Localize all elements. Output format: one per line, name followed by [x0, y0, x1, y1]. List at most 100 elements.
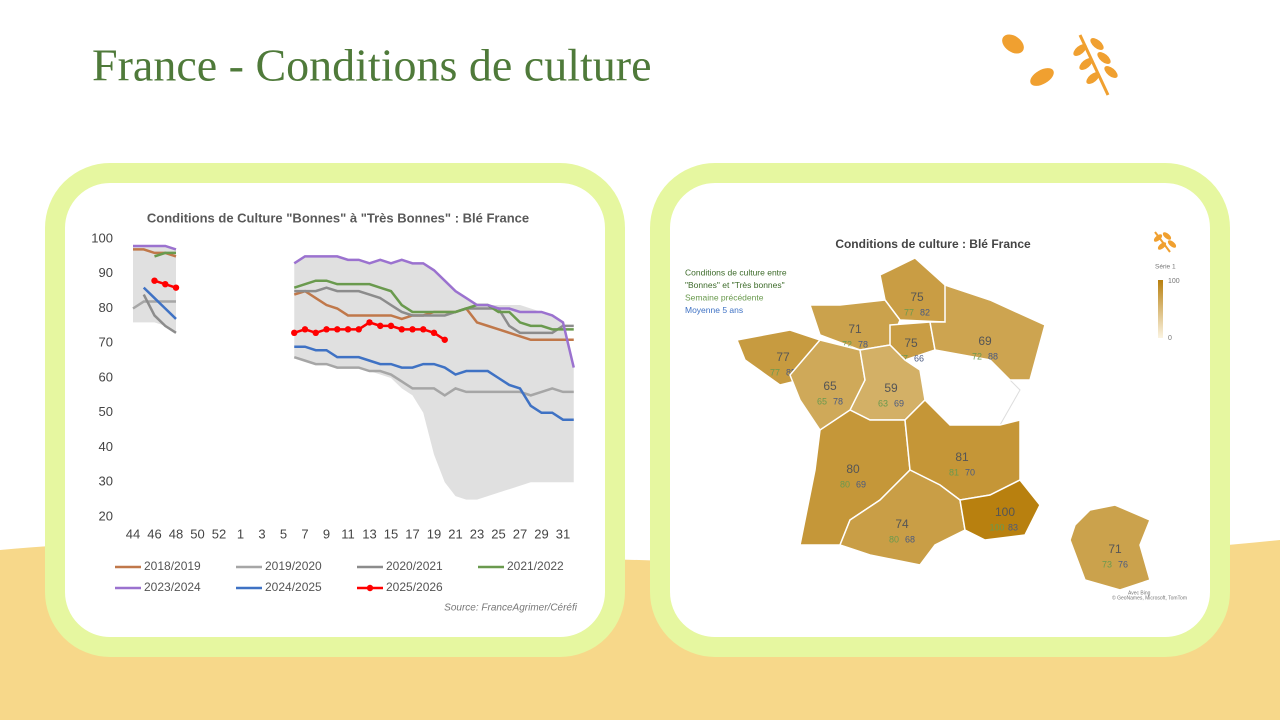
y-tick-label: 50 — [99, 404, 113, 419]
series-marker — [441, 336, 448, 343]
range-band — [133, 245, 176, 333]
y-tick-label: 100 — [91, 230, 113, 245]
region-value: 65 — [823, 379, 837, 393]
series-marker — [355, 326, 362, 333]
y-tick-label: 80 — [99, 300, 113, 315]
map-legend-line: Semaine précédente — [685, 292, 764, 302]
region-value: 77 — [776, 350, 790, 364]
region-value: 71 — [1108, 542, 1122, 556]
series-line — [154, 251, 574, 331]
series-marker — [430, 329, 438, 337]
map-region — [959, 479, 1041, 541]
series-marker — [312, 329, 319, 337]
map-copyright: © GeoNames, Microsoft, TomTom — [1112, 594, 1187, 601]
chart-source: Source: FranceAgrimer/Céréfi — [444, 603, 578, 614]
y-tick-label: 40 — [99, 439, 113, 454]
x-tick-label: 19 — [427, 526, 441, 541]
region-previous: 73 — [1102, 559, 1112, 569]
x-tick-label: 27 — [513, 526, 527, 541]
region-value: 75 — [904, 336, 918, 350]
y-tick-label: 30 — [99, 474, 113, 489]
region-average: 78 — [833, 396, 843, 406]
map-region — [889, 321, 936, 361]
region-value: 75 — [910, 290, 924, 304]
legend-label: 2021/2022 — [507, 559, 564, 573]
y-tick-label: 70 — [99, 335, 113, 350]
x-tick-label: 44 — [126, 526, 140, 541]
legend-marker — [366, 584, 374, 592]
series-marker — [162, 280, 169, 288]
region-previous: 77 — [904, 307, 914, 317]
series-marker — [344, 326, 352, 333]
map-credit: Avec Bing — [1128, 590, 1151, 596]
y-tick-label: 90 — [99, 265, 113, 280]
region-average: 82 — [920, 307, 930, 317]
y-tick-label: 60 — [99, 369, 113, 384]
region-average: 69 — [894, 398, 904, 408]
x-tick-label: 1 — [237, 526, 244, 541]
region-previous: 80 — [840, 479, 850, 489]
series-marker — [420, 326, 427, 333]
region-average: 85 — [786, 367, 796, 377]
region-value: 81 — [955, 450, 969, 464]
chart-title: Conditions de Culture "Bonnes" à "Très B… — [147, 210, 529, 225]
map-legend-line: "Bonnes" et "Très bonnes" — [685, 280, 785, 290]
colorbar-title: Série 1 — [1155, 264, 1176, 271]
series-marker — [387, 322, 395, 330]
series-line — [133, 244, 575, 368]
series-marker — [301, 326, 309, 333]
x-tick-label: 52 — [212, 526, 226, 541]
x-tick-label: 9 — [323, 526, 330, 541]
series-marker — [366, 319, 373, 326]
colorbar-min: 0 — [1168, 335, 1172, 342]
series-marker — [151, 277, 158, 284]
x-tick-label: 50 — [190, 526, 204, 541]
legend-label: 2024/2025 — [265, 580, 322, 594]
legend-label: 2020/2021 — [386, 559, 443, 573]
series-line — [132, 300, 574, 397]
legend-label: 2018/2019 — [144, 559, 201, 573]
region-average: 88 — [988, 351, 998, 361]
colorbar-max: 100 — [1168, 278, 1180, 285]
x-tick-label: 21 — [448, 526, 462, 541]
x-tick-label: 17 — [405, 526, 419, 541]
y-tick-label: 20 — [99, 508, 113, 523]
x-tick-label: 29 — [534, 526, 548, 541]
region-average: 83 — [1008, 522, 1018, 532]
chart-panel — [45, 163, 625, 657]
wheat-icon — [1002, 34, 1118, 96]
map-legend-line: Conditions de culture entre — [685, 267, 787, 277]
x-tick-label: 3 — [258, 526, 265, 541]
map-region — [1069, 504, 1151, 591]
series-line — [142, 286, 574, 421]
region-previous: 72 — [972, 351, 982, 361]
region-previous: 63 — [878, 398, 888, 408]
region-average: 78 — [858, 339, 868, 349]
region-value: 69 — [978, 334, 992, 348]
region-previous: 81 — [949, 467, 959, 477]
map-icon — [1153, 231, 1177, 253]
series-marker — [377, 322, 384, 330]
x-tick-label: 23 — [470, 526, 484, 541]
x-tick-label: 13 — [362, 526, 376, 541]
legend-label: 2019/2020 — [265, 559, 322, 573]
region-value: 100 — [995, 505, 1015, 519]
region-previous: 77 — [770, 367, 780, 377]
region-value: 80 — [846, 462, 860, 476]
region-value: 59 — [884, 381, 898, 395]
region-previous: 72 — [842, 339, 852, 349]
x-tick-label: 31 — [556, 526, 570, 541]
region-value: 71 — [848, 322, 862, 336]
region-average: 70 — [965, 467, 975, 477]
x-tick-label: 11 — [341, 526, 355, 541]
series-marker — [398, 326, 405, 333]
region-average: 66 — [914, 353, 924, 363]
map-region — [929, 283, 1046, 381]
legend-label: 2023/2024 — [144, 580, 201, 594]
series-marker — [334, 326, 341, 333]
series-marker — [291, 329, 298, 337]
series-line — [142, 286, 574, 335]
region-previous: 65 — [817, 396, 827, 406]
